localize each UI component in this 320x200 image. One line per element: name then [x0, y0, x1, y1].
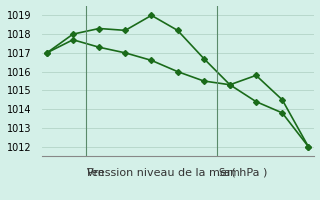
Text: Ven: Ven	[87, 168, 106, 178]
X-axis label: Pression niveau de la mer( hPa ): Pression niveau de la mer( hPa )	[87, 167, 268, 177]
Text: Sam: Sam	[218, 168, 240, 178]
